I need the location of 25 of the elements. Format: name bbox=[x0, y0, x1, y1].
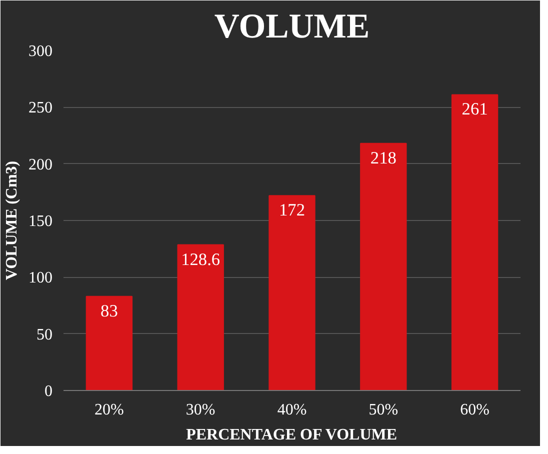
chart-title: VOLUME bbox=[214, 8, 370, 46]
y-axis-title: VOLUME (Cm3) bbox=[4, 160, 20, 280]
y-tick-label: 100 bbox=[28, 270, 52, 287]
bar bbox=[86, 296, 133, 390]
bar bbox=[451, 94, 498, 390]
x-tick-label: 40% bbox=[277, 402, 307, 418]
data-label: 218 bbox=[370, 148, 396, 168]
data-label: 83 bbox=[100, 301, 118, 320]
data-label: 172 bbox=[279, 200, 306, 220]
data-label: 128.6 bbox=[181, 250, 220, 269]
x-axis-title: PERCENTAGE OF VOLUME bbox=[186, 426, 398, 444]
y-tick-label: 150 bbox=[28, 213, 52, 230]
y-tick-label: 300 bbox=[28, 43, 52, 60]
y-tick-label: 0 bbox=[44, 383, 52, 400]
x-tick-label: 20% bbox=[94, 402, 124, 418]
bar bbox=[177, 244, 224, 390]
y-tick-label: 50 bbox=[36, 326, 52, 344]
y-tick-label: 250 bbox=[28, 100, 52, 117]
x-tick-label: 60% bbox=[460, 402, 490, 418]
bar bbox=[360, 142, 407, 390]
bar bbox=[268, 195, 316, 390]
data-label: 261 bbox=[462, 100, 488, 119]
y-tick-label: 200 bbox=[28, 156, 52, 174]
x-tick-label: 30% bbox=[186, 402, 216, 418]
x-tick-label: 50% bbox=[368, 402, 398, 418]
